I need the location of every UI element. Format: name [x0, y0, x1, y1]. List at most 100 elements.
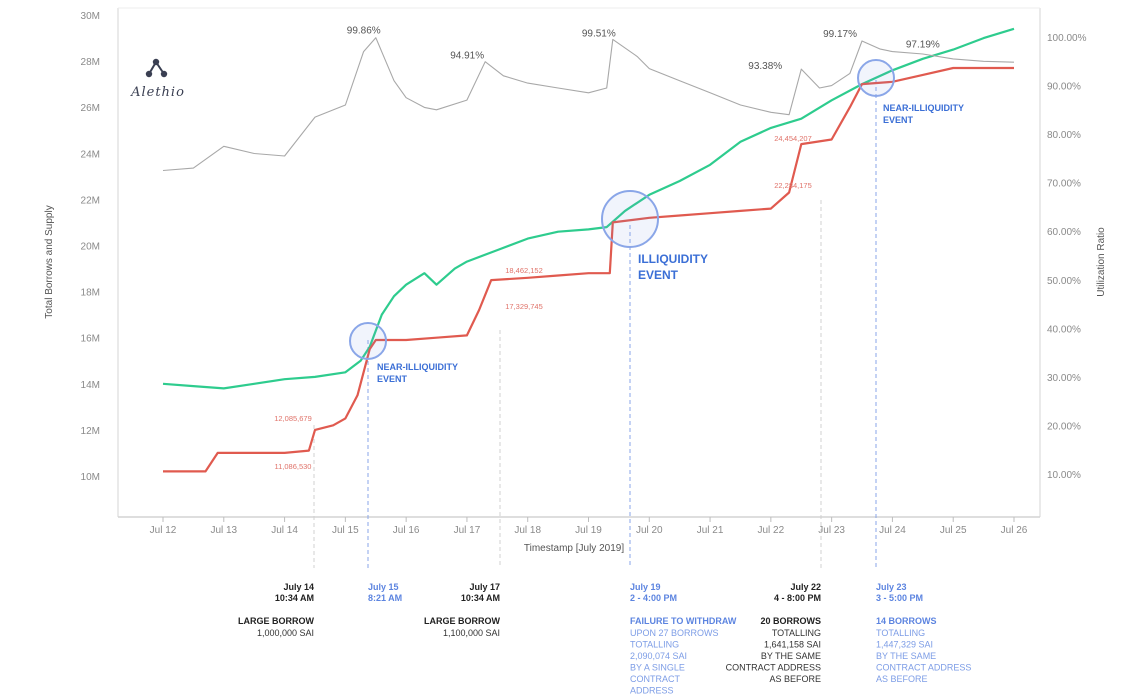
- utilization-peak-label: 97.19%: [906, 40, 940, 51]
- event-label: EVENT: [638, 268, 679, 282]
- x-tick-label: Jul 17: [454, 525, 481, 536]
- annotation-heading: FAILURE TO WITHDRAW: [630, 616, 737, 626]
- y-left-tick-label: 12M: [81, 426, 100, 437]
- borrow-value-label: 18,462,152: [505, 266, 543, 275]
- event-circle: [349, 322, 387, 360]
- y-left-tick-label: 20M: [81, 242, 100, 253]
- annotation-body-line: 1,000,000 SAI: [257, 628, 314, 638]
- annotation-heading: LARGE BORROW: [238, 616, 315, 626]
- y-right-tick-label: 70.00%: [1047, 179, 1081, 190]
- annotation-heading: 20 BORROWS: [760, 616, 821, 626]
- y-right-tick-label: 30.00%: [1047, 373, 1081, 384]
- x-tick-label: Jul 15: [332, 525, 359, 536]
- utilization-peak-label: 99.17%: [823, 29, 857, 40]
- event-label: NEAR-ILLIQUIDITY: [377, 362, 458, 372]
- annotation-body-line: CONTRACT: [630, 674, 680, 684]
- annotation-body-line: UPON 27 BORROWS: [630, 628, 719, 638]
- event-circle: [857, 59, 895, 97]
- annotation-body-line: AS BEFORE: [876, 674, 928, 684]
- supply-line: [162, 27, 1015, 390]
- y-left-tick-label: 26M: [81, 103, 100, 114]
- x-tick-label: Jul 24: [879, 525, 906, 536]
- annotation-date: July 15: [368, 582, 399, 592]
- borrow-value-label: 11,086,530: [275, 462, 312, 471]
- borrow-value-label: 12,085,679: [274, 414, 312, 423]
- x-tick-label: Jul 22: [758, 525, 785, 536]
- x-tick-label: Jul 16: [393, 525, 420, 536]
- annotation-time: 3 - 5:00 PM: [876, 593, 923, 603]
- annotation-body-line: 1,641,158 SAI: [764, 640, 821, 650]
- y-right-tick-label: 90.00%: [1047, 82, 1081, 93]
- x-tick-label: Jul 23: [818, 525, 845, 536]
- y-right-tick-label: 60.00%: [1047, 227, 1081, 238]
- x-tick-label: Jul 20: [636, 525, 663, 536]
- event-label: EVENT: [883, 115, 914, 125]
- y-left-tick-label: 22M: [81, 195, 100, 206]
- annotation-body-line: BY THE SAME: [876, 651, 936, 661]
- y-left-tick-label: 30M: [81, 11, 100, 22]
- annotation-time: 10:34 AM: [275, 593, 314, 603]
- x-tick-label: Jul 14: [271, 525, 298, 536]
- annotation-time: 2 - 4:00 PM: [630, 593, 677, 603]
- x-tick-label: Jul 18: [514, 525, 541, 536]
- borrows-line: [163, 66, 1014, 473]
- y-right-tick-label: 50.00%: [1047, 276, 1081, 287]
- x-tick-label: Jul 12: [150, 525, 177, 536]
- y-right-tick-label: 20.00%: [1047, 421, 1081, 432]
- borrow-value-label: 22,284,175: [774, 181, 812, 190]
- utilization-peak-label: 99.86%: [347, 26, 381, 37]
- borrow-value-label: 24,454,207: [774, 134, 812, 143]
- y-left-tick-label: 16M: [81, 334, 100, 345]
- annotation-body-line: 2,090,074 SAI: [630, 651, 687, 661]
- annotation-time: 10:34 AM: [461, 593, 500, 603]
- annotation-heading: LARGE BORROW: [424, 616, 501, 626]
- y-left-axis-title: Total Borrows and Supply: [44, 205, 55, 318]
- annotation-body-line: 1,100,000 SAI: [443, 628, 500, 638]
- annotation-body-line: CONTRACT ADDRESS: [876, 663, 971, 673]
- x-axis-title: Timestamp [July 2019]: [524, 543, 624, 554]
- annotation-body-line: CONTRACT ADDRESS: [726, 663, 821, 673]
- utilization-peak-label: 94.91%: [450, 51, 484, 62]
- y-right-axis-title: Utilization Ratio: [1096, 227, 1107, 297]
- annotation-body-line: AS BEFORE: [769, 674, 821, 684]
- logo-text: Alethio: [130, 85, 185, 100]
- event-label: ILLIQUIDITY: [638, 252, 708, 266]
- annotation-date: July 23: [876, 582, 907, 592]
- annotation-date: July 14: [283, 582, 314, 592]
- event-circle: [601, 190, 659, 248]
- x-tick-label: Jul 13: [210, 525, 237, 536]
- utilization-peak-label: 93.38%: [748, 61, 782, 72]
- annotation-body-line: ADDRESS: [630, 686, 674, 696]
- x-tick-label: Jul 19: [575, 525, 602, 536]
- y-left-tick-label: 24M: [81, 149, 100, 160]
- event-label: EVENT: [377, 374, 408, 384]
- annotation-body-line: BY THE SAME: [761, 651, 821, 661]
- y-right-tick-label: 100.00%: [1047, 33, 1087, 44]
- annotation-time: 4 - 8:00 PM: [774, 593, 821, 603]
- x-tick-label: Jul 21: [697, 525, 724, 536]
- y-left-tick-label: 18M: [81, 288, 100, 299]
- annotation-date: July 17: [469, 582, 500, 592]
- annotation-time: 8:21 AM: [368, 593, 402, 603]
- annotation-body-line: BY A SINGLE: [630, 663, 685, 673]
- y-right-tick-label: 40.00%: [1047, 324, 1081, 335]
- annotation-body-line: TOTALLING: [630, 640, 679, 650]
- y-left-tick-label: 28M: [81, 57, 100, 68]
- y-right-tick-label: 80.00%: [1047, 130, 1081, 141]
- annotation-body-line: 1,447,329 SAI: [876, 640, 933, 650]
- utilization-line: [162, 37, 1015, 172]
- annotation-body-line: TOTALLING: [772, 628, 821, 638]
- annotation-date: July 22: [790, 582, 821, 592]
- utilization-peak-label: 99.51%: [582, 28, 616, 39]
- y-left-tick-label: 10M: [81, 472, 100, 483]
- event-label: NEAR-ILLIQUIDITY: [883, 103, 964, 113]
- x-tick-label: Jul 25: [940, 525, 967, 536]
- annotation-body-line: TOTALLING: [876, 628, 925, 638]
- annotation-heading: 14 BORROWS: [876, 616, 937, 626]
- alethio-logo-icon: [145, 58, 168, 78]
- y-right-tick-label: 10.00%: [1047, 470, 1081, 481]
- annotation-date: July 19: [630, 582, 661, 592]
- x-tick-label: Jul 26: [1001, 525, 1028, 536]
- borrow-value-label: 17,329,745: [505, 302, 543, 311]
